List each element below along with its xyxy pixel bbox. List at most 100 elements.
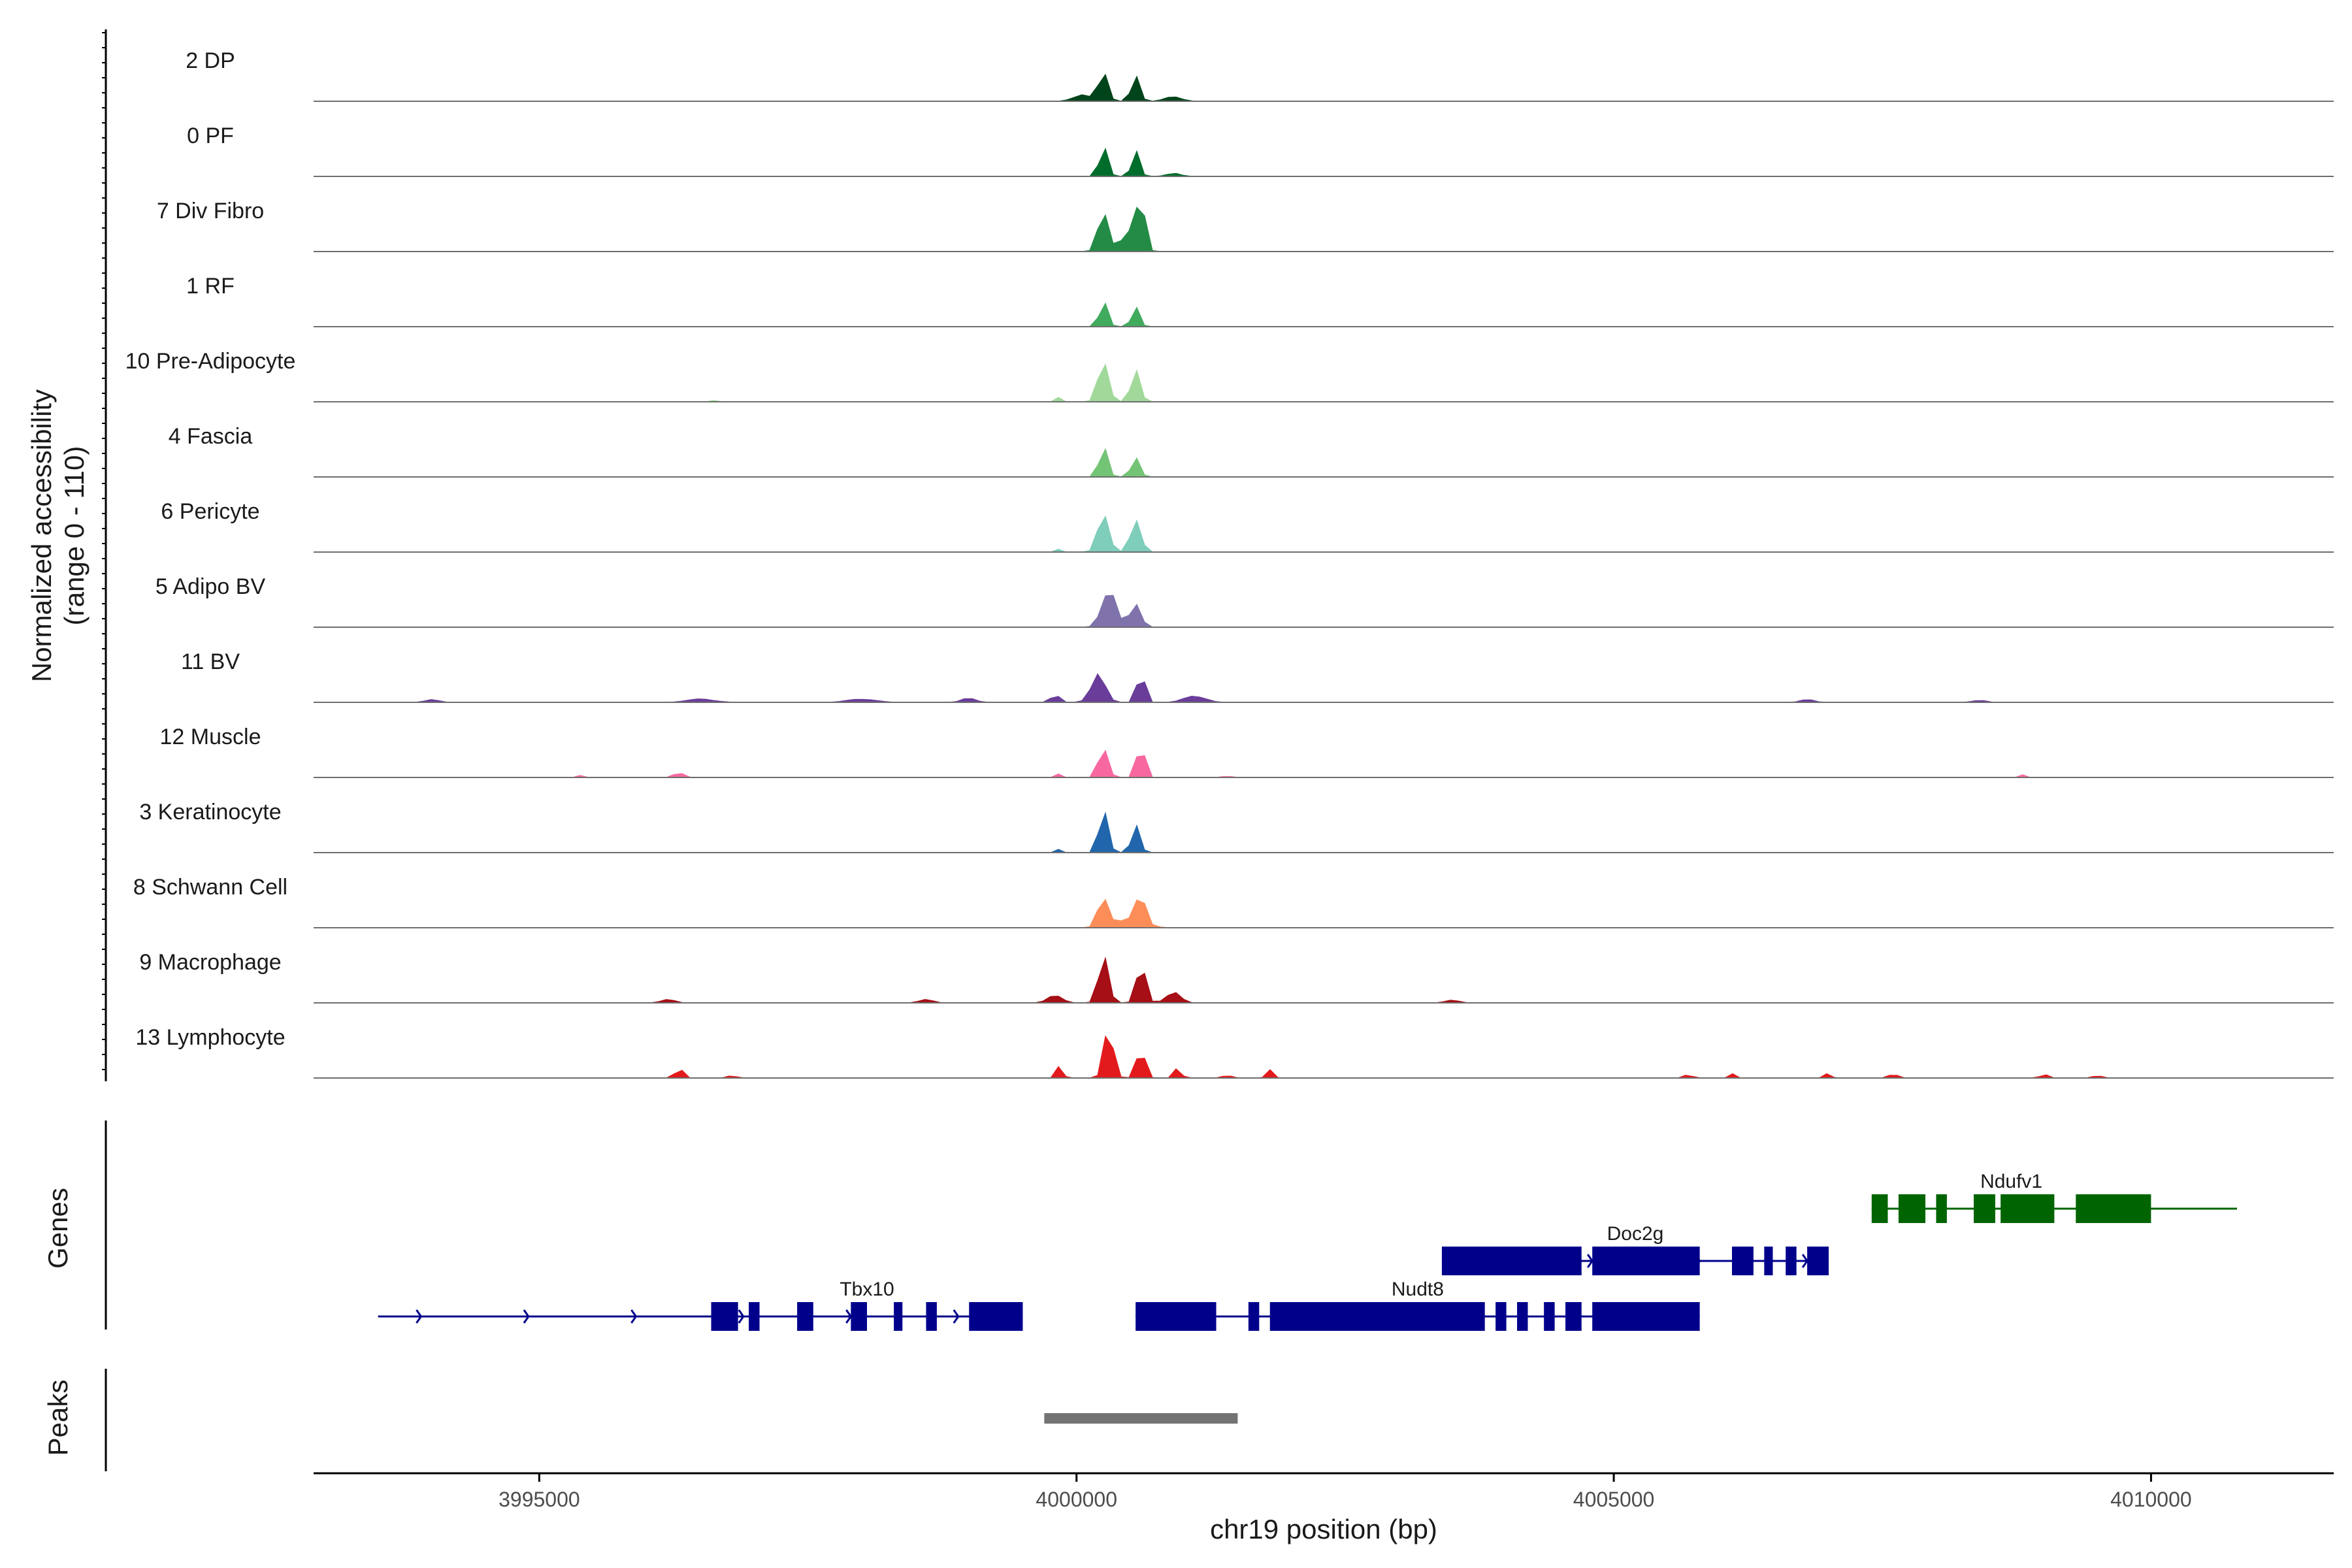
track-label: 8 Schwann Cell xyxy=(133,875,287,900)
track-6: 4 Fascia xyxy=(169,424,2334,478)
track-label: 1 RF xyxy=(186,274,235,299)
track-label: 3 Keratinocyte xyxy=(139,800,281,825)
gene-exon xyxy=(1898,1194,1926,1223)
x-axis-ticks: 3995000 4000000 4005000 4010000 xyxy=(498,1473,2192,1511)
gene-exon xyxy=(1936,1194,1947,1223)
track-label: 10 Pre-Adipocyte xyxy=(125,349,296,374)
track-7: 6 Pericyte xyxy=(161,499,2334,553)
gene-exon xyxy=(1248,1302,1260,1331)
gene-exon xyxy=(1807,1247,1829,1275)
gene-ndufv1: Ndufv1 xyxy=(1871,1171,2237,1223)
gene-exon xyxy=(1269,1302,1485,1331)
gene-exon xyxy=(2001,1194,2055,1223)
track-8: 5 Adipo BV xyxy=(155,574,2334,628)
track-12: 8 Schwann Cell xyxy=(133,875,2334,928)
coverage-area xyxy=(314,147,2334,177)
gene-label: Tbx10 xyxy=(840,1279,894,1300)
track-label: 13 Lymphocyte xyxy=(135,1025,285,1050)
track-14: 13 Lymphocyte xyxy=(135,1025,2334,1079)
genes-track-title: Genes xyxy=(42,1188,73,1269)
gene-exon xyxy=(1441,1247,1582,1275)
peaks-track-title: Peaks xyxy=(42,1380,73,1456)
track-label: 11 BV xyxy=(181,649,240,674)
strand-arrow xyxy=(953,1309,960,1324)
coverage-area xyxy=(314,1035,2334,1079)
track-4: 1 RF xyxy=(186,274,2334,327)
coverage-area xyxy=(314,206,2334,252)
gene-exon xyxy=(1544,1302,1555,1331)
gene-label: Nudt8 xyxy=(1392,1279,1444,1300)
coverage-area xyxy=(314,898,2334,928)
track-label: 9 Macrophage xyxy=(139,950,281,975)
x-axis-title: chr19 position (bp) xyxy=(1210,1514,1437,1544)
coverage-tracks: 2 DP 0 PF 7 Div Fibro 1 RF 10 Pre-Adipocyte 4… xyxy=(125,48,2334,1079)
track-label: 5 Adipo BV xyxy=(155,574,266,599)
coverage-area xyxy=(314,73,2334,102)
coverage-area xyxy=(314,956,2334,1004)
gene-exon xyxy=(2076,1194,2151,1223)
gene-exon xyxy=(1974,1194,1995,1223)
track-2: 0 PF xyxy=(187,123,2334,177)
gene-exon xyxy=(749,1302,760,1331)
strand-arrow xyxy=(416,1309,423,1324)
y-axis-title-line2: (range 0 - 110) xyxy=(59,446,90,626)
gene-exon xyxy=(1764,1247,1773,1275)
y-axis-ticks xyxy=(102,32,106,1070)
gene-exon xyxy=(1565,1302,1582,1331)
coverage-area xyxy=(314,302,2334,327)
coverage-area xyxy=(314,673,2334,703)
gene-exon xyxy=(1517,1302,1528,1331)
track-label: 7 Div Fibro xyxy=(157,199,264,223)
gene-tbx10: Tbx10 xyxy=(378,1279,1023,1331)
gene-doc2g: Doc2g xyxy=(1441,1223,1829,1275)
track-3: 7 Div Fibro xyxy=(157,199,2334,252)
gene-exon xyxy=(969,1302,1023,1331)
gene-exon xyxy=(1495,1302,1507,1331)
y-axis-title-line1: Normalized accessibility xyxy=(26,389,57,682)
coverage-area xyxy=(314,595,2334,628)
strand-arrow xyxy=(523,1309,530,1324)
gene-exon xyxy=(851,1302,868,1331)
coverage-area xyxy=(314,515,2334,553)
strand-arrow xyxy=(738,1309,745,1324)
coverage-area xyxy=(314,749,2334,778)
x-tick-label: 3995000 xyxy=(498,1488,580,1511)
gene-label: Doc2g xyxy=(1607,1223,1664,1245)
x-tick-label: 4010000 xyxy=(2110,1488,2192,1511)
gene-exon xyxy=(1592,1302,1700,1331)
gene-exon xyxy=(797,1302,813,1331)
track-label: 4 Fascia xyxy=(169,424,253,449)
gene-exon xyxy=(1135,1302,1217,1331)
peaks-track xyxy=(1044,1413,1238,1424)
strand-arrow xyxy=(845,1309,853,1324)
track-label: 12 Muscle xyxy=(160,725,261,749)
gene-exon xyxy=(1731,1247,1754,1275)
gene-exon xyxy=(1592,1247,1700,1275)
strand-arrow xyxy=(1586,1254,1594,1268)
peak-region xyxy=(1044,1413,1238,1424)
track-11: 3 Keratinocyte xyxy=(139,800,2334,853)
gene-exon xyxy=(894,1302,903,1331)
gene-exon xyxy=(711,1302,738,1331)
genes-track: Tbx10 Nudt8 Doc2g Ndufv1 xyxy=(378,1171,2237,1331)
track-10: 12 Muscle xyxy=(160,725,2334,778)
gene-exon xyxy=(1786,1247,1797,1275)
track-1: 2 DP xyxy=(186,48,2334,102)
track-label: 2 DP xyxy=(186,48,235,73)
track-label: 0 PF xyxy=(187,123,234,148)
gene-exon xyxy=(926,1302,937,1331)
y-axis-title: Normalized accessibility (range 0 - 110) xyxy=(26,389,90,682)
coverage-area xyxy=(314,448,2334,478)
x-tick-label: 4005000 xyxy=(1573,1488,1655,1511)
gene-exon xyxy=(1871,1194,1888,1223)
coverage-area xyxy=(314,811,2334,853)
track-9: 11 BV xyxy=(181,649,2334,703)
coverage-area xyxy=(314,363,2334,402)
strand-arrow xyxy=(630,1309,638,1324)
track-5: 10 Pre-Adipocyte xyxy=(125,349,2334,402)
gene-label: Ndufv1 xyxy=(1980,1171,2042,1192)
track-label: 6 Pericyte xyxy=(161,499,259,524)
gene-nudt8: Nudt8 xyxy=(1135,1279,1700,1331)
x-tick-label: 4000000 xyxy=(1036,1488,1117,1511)
